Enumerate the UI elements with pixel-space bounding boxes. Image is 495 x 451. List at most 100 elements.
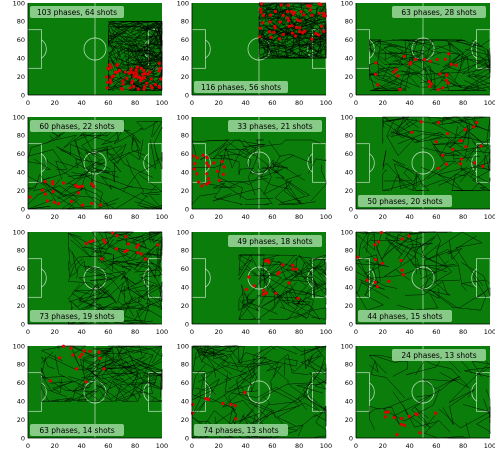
shot-point	[204, 182, 209, 186]
x-tick-label: 40	[77, 442, 85, 450]
shot-point	[399, 422, 403, 426]
shot-point	[295, 18, 299, 22]
shot-point	[434, 411, 438, 415]
x-tick-label: 80	[295, 99, 303, 107]
y-tick-label: 0	[185, 434, 189, 442]
shot-point	[43, 180, 47, 184]
shot-point	[374, 258, 378, 262]
shot-point	[136, 251, 140, 255]
y-tick-label: 20	[345, 73, 353, 81]
shot-point	[157, 69, 161, 73]
shot-point	[207, 164, 211, 168]
x-tick-label: 40	[241, 213, 249, 221]
y-tick-label: 60	[345, 150, 353, 158]
shot-point	[279, 3, 283, 7]
shot-point	[418, 431, 422, 435]
shot-point	[193, 162, 197, 166]
shot-point	[134, 68, 138, 72]
shot-point	[261, 13, 265, 18]
shot-points	[244, 258, 300, 300]
y-tick-label: 40	[345, 284, 353, 292]
shot-point	[443, 57, 447, 61]
x-tick-label: 40	[241, 328, 249, 336]
shot-point	[407, 234, 411, 238]
shot-point	[281, 32, 285, 37]
x-tick-label: 60	[268, 328, 276, 336]
shot-point	[319, 24, 324, 28]
shot-point	[287, 281, 291, 285]
pitch-panel-5: 0 20 40 60 80 100 0 20 40 60 80 100 33 phases, 21 sh…	[177, 113, 333, 221]
shot-point	[298, 19, 302, 23]
shot-point	[97, 350, 101, 354]
shot-point	[373, 243, 377, 247]
x-tick-label: 60	[104, 213, 112, 221]
shot-point	[109, 81, 113, 85]
shot-point	[243, 391, 247, 395]
y-tick-label: 60	[17, 150, 25, 158]
x-tick-label: 0	[26, 213, 30, 221]
x-tick-label: 80	[459, 442, 467, 450]
center-circle	[83, 266, 107, 290]
x-tick-label: 20	[215, 328, 223, 336]
shot-point	[107, 67, 111, 71]
shot-point	[290, 24, 294, 28]
shot-point	[149, 84, 153, 88]
shot-point	[293, 34, 297, 38]
shot-point	[264, 259, 268, 263]
shot-point	[356, 255, 360, 259]
shot-point	[434, 140, 438, 144]
shot-point	[134, 70, 138, 74]
shot-point	[402, 54, 406, 58]
x-tick-label: 0	[354, 99, 358, 107]
panel-label-box	[30, 6, 124, 18]
shot-point	[88, 349, 92, 353]
shot-point	[414, 57, 418, 62]
shot-point	[229, 402, 233, 407]
shot-point	[459, 157, 463, 161]
x-tick-label: 20	[379, 213, 387, 221]
shot-point	[317, 11, 321, 15]
penalty-arc-right	[307, 153, 313, 173]
shot-point	[136, 65, 140, 69]
shot-point	[294, 267, 299, 271]
pitch-panel-10: 0 20 40 60 80 100 0 20 40 60 80 100 63 phases, 14 sh…	[13, 342, 169, 450]
shot-point	[132, 84, 136, 89]
shot-point	[400, 237, 404, 241]
shot-point	[286, 16, 290, 20]
possession-paths	[355, 231, 491, 311]
y-tick-label: 80	[345, 247, 353, 255]
shot-point	[261, 21, 265, 25]
x-tick-label: 20	[215, 99, 223, 107]
shot-points	[383, 410, 438, 437]
possession-paths	[40, 345, 163, 402]
shot-point	[121, 82, 125, 86]
penalty-arc-right	[471, 382, 477, 402]
x-tick-label: 20	[51, 328, 59, 336]
shot-point	[380, 261, 384, 265]
shot-point	[445, 73, 449, 77]
shot-point	[204, 397, 208, 401]
shot-point	[90, 182, 94, 186]
pitch-panel-2: 0 20 40 60 80 100 0 20 40 60 80 100 116 phases, 56 s…	[177, 0, 333, 107]
y-tick-label: 80	[345, 361, 353, 369]
shot-point	[82, 349, 86, 353]
x-tick-label: 80	[459, 213, 467, 221]
shot-point	[108, 63, 112, 67]
shot-point	[48, 379, 53, 383]
y-tick-label: 80	[181, 361, 189, 369]
penalty-arc-right	[471, 268, 477, 288]
y-tick-label: 40	[17, 55, 25, 63]
shot-point	[444, 78, 448, 82]
shot-point	[105, 75, 109, 79]
shot-point	[306, 4, 310, 8]
panel-label: 50 phases, 20 shots	[367, 197, 442, 206]
y-tick-label: 20	[17, 416, 25, 424]
panel-label: 60 phases, 22 shots	[39, 122, 114, 131]
shot-point	[268, 13, 273, 17]
shot-point	[481, 164, 485, 168]
shot-point	[290, 31, 295, 35]
x-tick-label: 80	[295, 328, 303, 336]
y-tick-label: 60	[181, 36, 189, 44]
shot-point	[317, 33, 321, 37]
shot-point	[220, 160, 224, 164]
